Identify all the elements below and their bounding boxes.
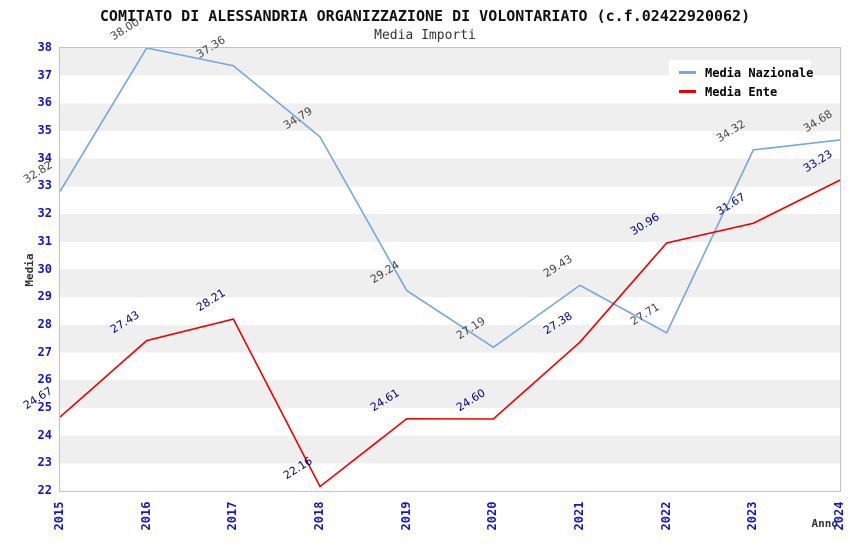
x-tick-label-2019: 2019 — [398, 501, 413, 531]
x-tick-label-2016: 2016 — [138, 501, 153, 531]
line-media-ente — [60, 179, 840, 488]
y-tick-label-33: 33 — [37, 178, 52, 193]
legend-label-media-ente: Media Ente — [705, 84, 778, 99]
line-series-svg — [60, 48, 840, 488]
legend-item-media-nazionale: Media Nazionale — [669, 63, 814, 82]
y-tick-label-36: 36 — [37, 95, 52, 110]
y-tick-label-37: 37 — [37, 67, 52, 82]
y-tick-label-30: 30 — [37, 261, 52, 276]
y-tick-label-38: 38 — [37, 40, 52, 54]
legend: Media Nazionale Media Ente — [669, 60, 814, 102]
y-tick-label-25: 25 — [37, 399, 52, 414]
media-nazionale-line-swatch — [679, 71, 696, 74]
x-tick-label-2021: 2021 — [572, 501, 586, 531]
line-media-nazionale — [60, 48, 840, 349]
y-tick-label-23: 23 — [37, 455, 52, 470]
chart-subtitle: Media Importi — [374, 28, 476, 43]
x-tick-label-2023: 2023 — [745, 501, 760, 531]
y-tick-label-29: 29 — [37, 289, 52, 304]
x-tick-label-2018: 2018 — [312, 501, 326, 531]
y-tick-label-35: 35 — [37, 123, 52, 138]
y-tick-label-22: 22 — [37, 483, 52, 497]
legend-item-media-ente: Media Ente — [669, 82, 811, 101]
y-tick-label-28: 28 — [37, 316, 52, 331]
chart-title: COMITATO DI ALESSANDRIA ORGANIZZAZIONE D… — [99, 7, 751, 25]
x-tick-label-2022: 2022 — [658, 501, 673, 531]
x-tick-label-2015: 2015 — [52, 501, 66, 531]
y-tick-label-27: 27 — [37, 344, 52, 359]
y-tick-label-34: 34 — [37, 150, 52, 165]
y-tick-label-24: 24 — [37, 427, 52, 442]
y-tick-label-26: 26 — [37, 372, 52, 387]
x-tick-label-2017: 2017 — [225, 501, 240, 531]
x-tick-label-2020: 2020 — [485, 501, 500, 531]
y-tick-label-32: 32 — [37, 206, 52, 221]
y-tick-label-31: 31 — [37, 233, 52, 248]
media-ente-line-swatch — [679, 90, 696, 93]
plot-area: 32.82 38.00 37.36 34.79 29.24 27.19 29.43 27.71… — [21, 15, 841, 492]
x-axis-title: Anno — [811, 517, 839, 530]
legend-label-media-nazionale: Media Nazionale — [705, 65, 814, 80]
x-tick-label-2024: 2024 — [832, 501, 846, 531]
